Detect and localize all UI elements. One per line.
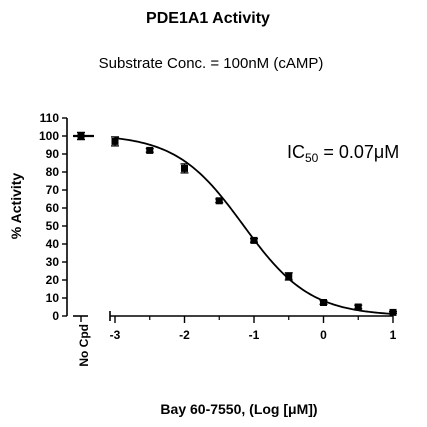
data-point bbox=[215, 197, 224, 205]
ic50-unit: μM bbox=[374, 142, 399, 162]
x-tick-label: 0 bbox=[320, 328, 327, 342]
x-axis-label: Bay 60-7550, (Log [μM]) bbox=[160, 401, 317, 417]
ic50-prefix: IC bbox=[287, 142, 305, 162]
y-tick-label: 0 bbox=[52, 309, 59, 323]
data-point bbox=[180, 163, 189, 174]
data-point-marker bbox=[181, 164, 188, 172]
y-tick-label: 10 bbox=[46, 291, 60, 305]
data-point-marker bbox=[250, 236, 258, 244]
data-point bbox=[354, 303, 363, 311]
x-tick-label: -1 bbox=[249, 328, 260, 342]
chart-subtitle: Substrate Conc. = 100nM (cAMP) bbox=[99, 55, 324, 72]
data-point bbox=[319, 299, 328, 306]
data-point bbox=[145, 146, 154, 154]
y-tick-label: 110 bbox=[40, 111, 60, 125]
y-tick-label: 40 bbox=[46, 237, 60, 251]
data-points bbox=[73, 131, 397, 316]
y-tick-label: 90 bbox=[46, 147, 60, 161]
y-tick-label: 70 bbox=[46, 183, 60, 197]
y-tick-label: 30 bbox=[46, 255, 60, 269]
y-tick-label: 20 bbox=[46, 273, 60, 287]
data-point-marker bbox=[146, 146, 154, 154]
ic50-subscript: 50 bbox=[305, 151, 319, 165]
data-point bbox=[250, 236, 258, 244]
fit-curve-line bbox=[114, 137, 394, 315]
x-tick-label: -3 bbox=[110, 328, 121, 342]
y-tick-label: 50 bbox=[46, 219, 60, 233]
data-point-marker bbox=[354, 303, 362, 311]
ic50-value: = 0.07 bbox=[318, 142, 374, 162]
y-tick-label: 80 bbox=[46, 165, 60, 179]
x-tick-label: 1 bbox=[390, 328, 397, 342]
no-compound-label: No Cpd bbox=[77, 324, 91, 367]
ic50-annotation: IC50 = 0.07μM bbox=[287, 142, 399, 165]
data-point bbox=[389, 308, 397, 316]
data-point-marker bbox=[215, 197, 223, 205]
data-point-marker bbox=[111, 137, 119, 145]
y-axis-label: % Activity bbox=[8, 173, 24, 240]
data-point-marker bbox=[389, 308, 397, 316]
chart-title: PDE1A1 Activity bbox=[146, 10, 270, 27]
data-point-marker bbox=[320, 299, 327, 306]
control-point bbox=[77, 131, 85, 141]
data-point-marker bbox=[77, 132, 85, 140]
data-point bbox=[284, 272, 293, 281]
y-tick-label: 100 bbox=[39, 129, 59, 143]
y-tick-label: 60 bbox=[46, 201, 60, 215]
data-point bbox=[111, 136, 119, 147]
fit-curve bbox=[114, 137, 394, 315]
data-point-marker bbox=[285, 272, 293, 280]
axes: 0 10 20 30 40 50 60 70 80 90 100 110 -3 -2 -1 0 1 bbox=[39, 111, 397, 342]
x-tick-label: -2 bbox=[179, 328, 190, 342]
